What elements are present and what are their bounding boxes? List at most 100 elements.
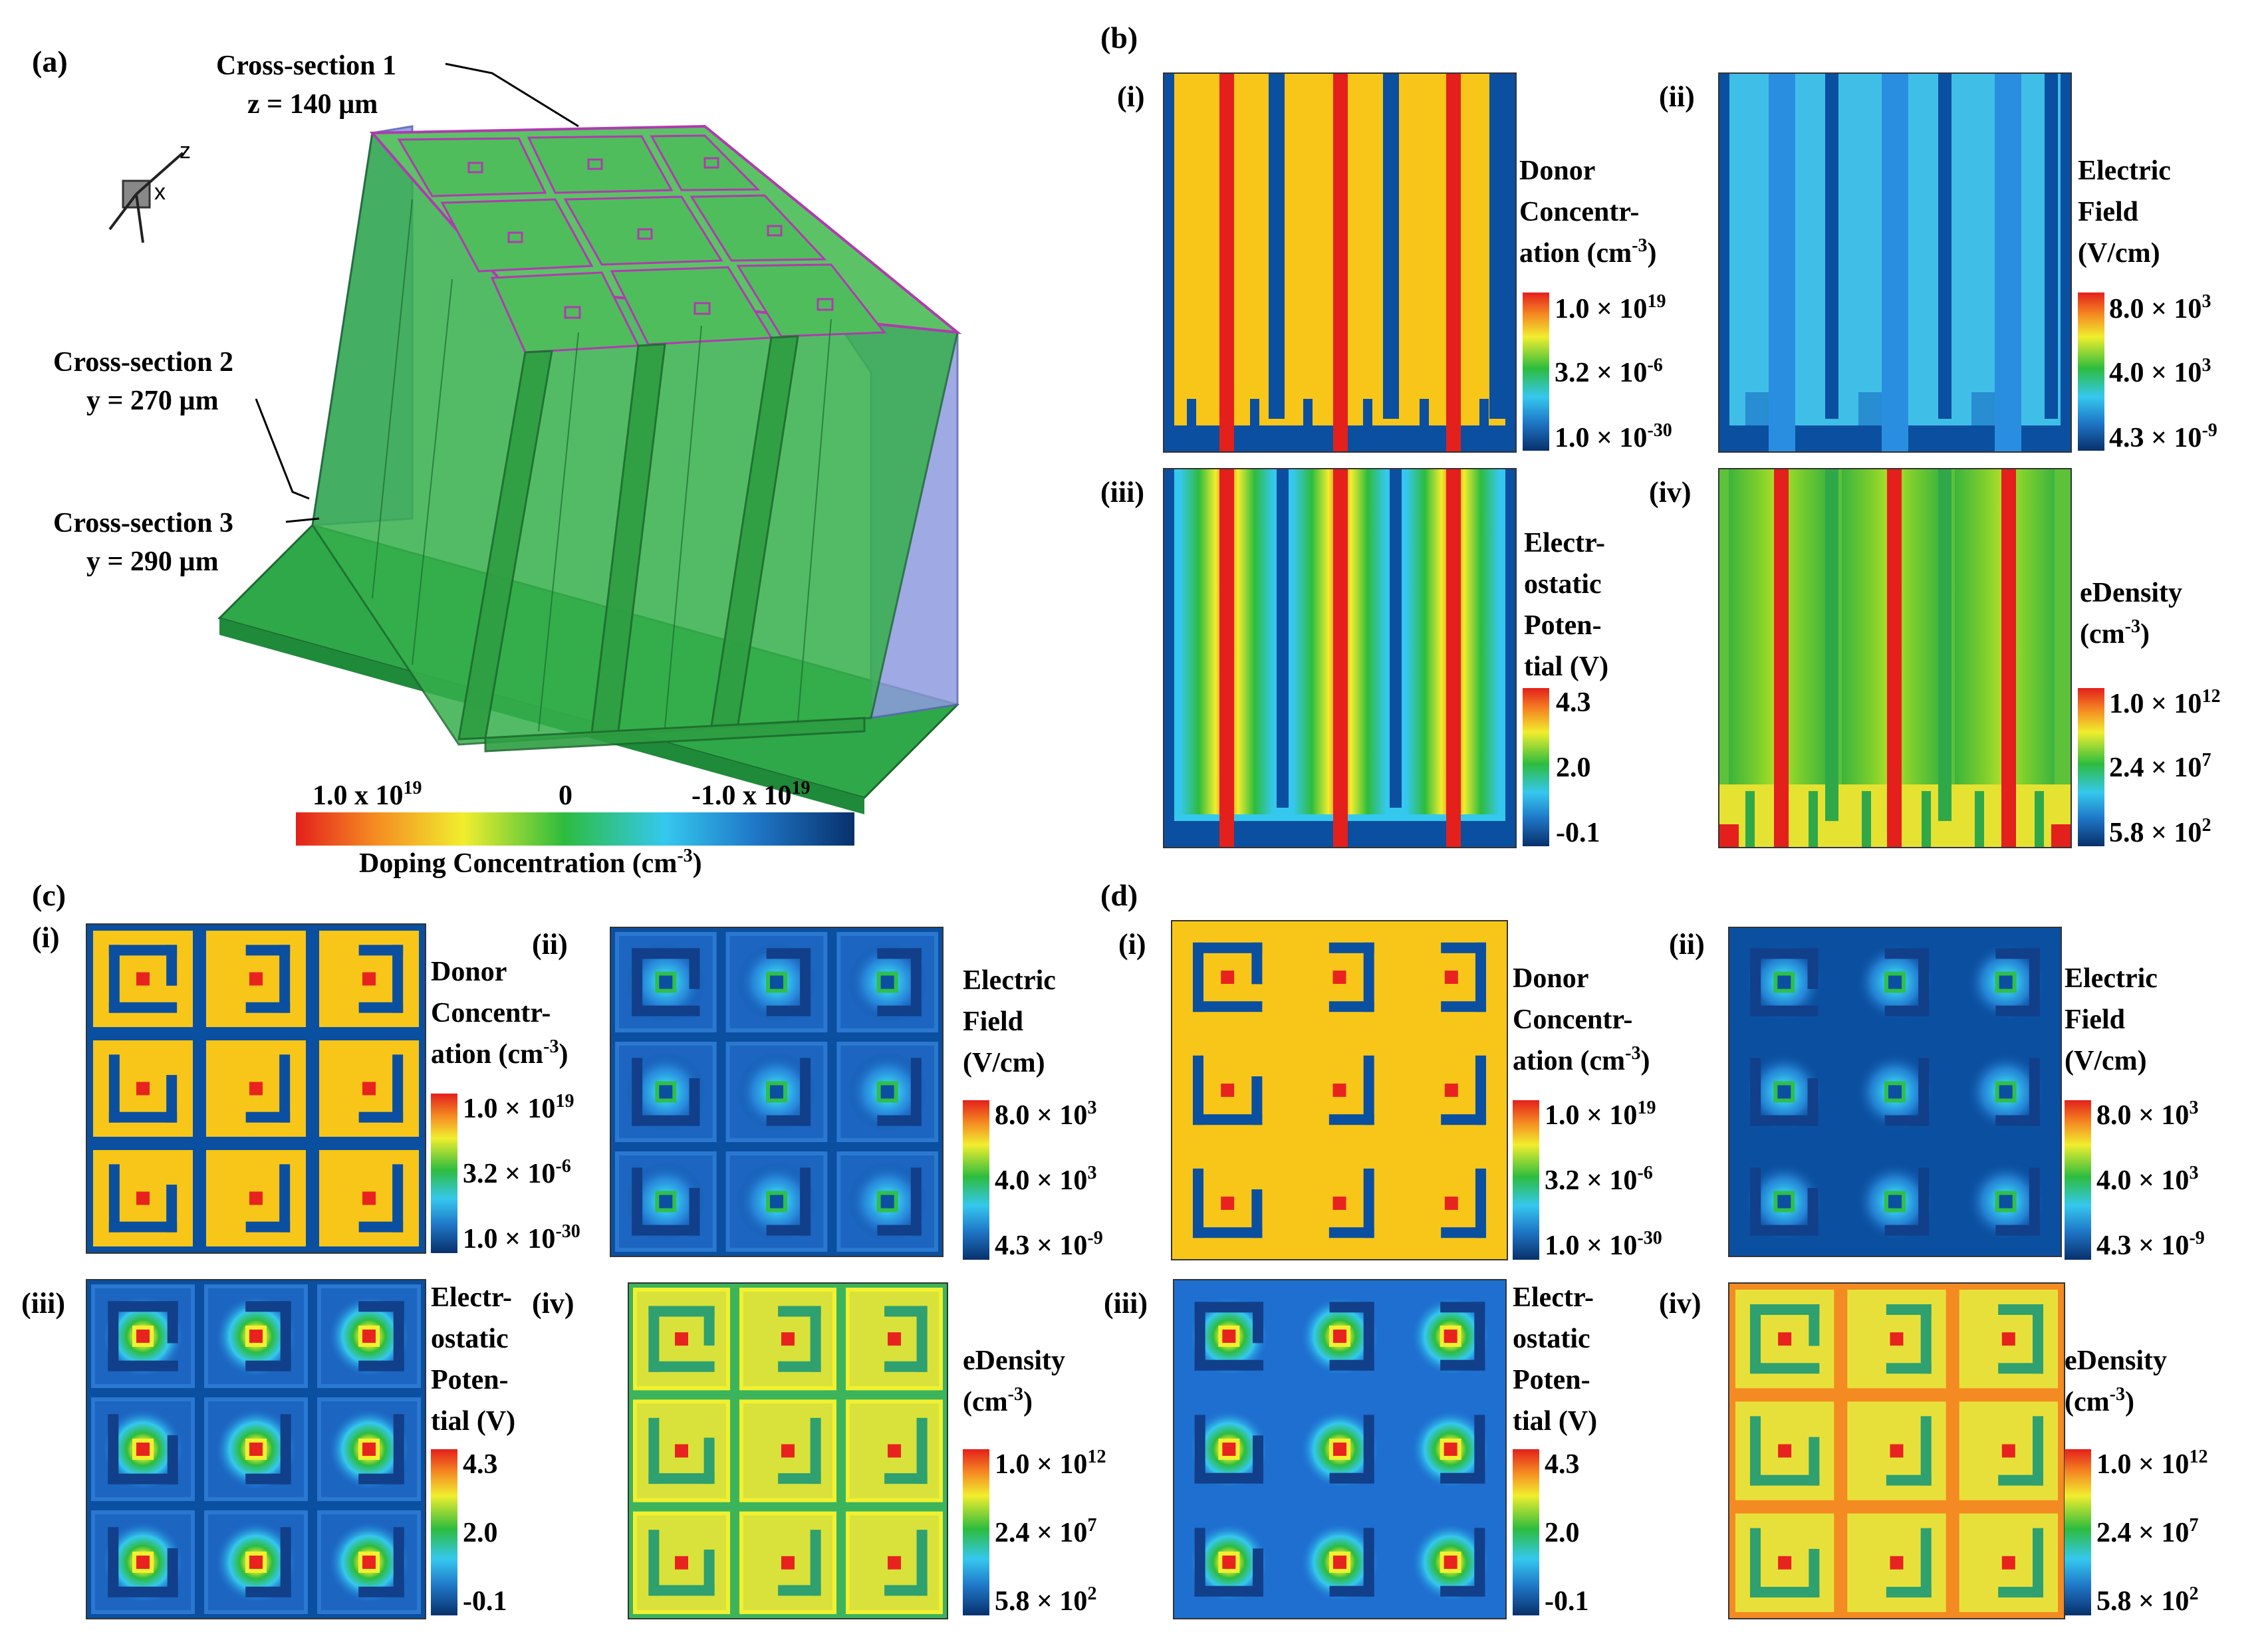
panel-b-label: (b) bbox=[1100, 21, 1138, 55]
legend-tick-mid: 4.0 × 103 bbox=[2096, 1163, 2198, 1196]
legend-title-line: (cm-3) bbox=[2065, 1384, 2134, 1417]
legend-tick-mid: 2.4 × 107 bbox=[2109, 750, 2211, 783]
legend-title-line: Poten- bbox=[1513, 1365, 1590, 1395]
legend-colorbar bbox=[2065, 1100, 2091, 1260]
legend-tick-mid: 2.0 bbox=[1556, 753, 1591, 783]
panel-c-label: (c) bbox=[32, 878, 66, 912]
legend-title-line: eDensity bbox=[2080, 578, 2182, 608]
b-ii-label: (ii) bbox=[1659, 80, 1695, 113]
doping-mid-label: 0 bbox=[559, 780, 572, 811]
cs3-line2: y = 290 µm bbox=[86, 546, 219, 577]
donor-legend: Donor Concentr-ation (cm-3) 1.0 × 1019 3.2 … bbox=[1513, 963, 1662, 1261]
legend-tick-mid: 3.2 × 10-6 bbox=[463, 1156, 571, 1189]
b-iv-label: (iv) bbox=[1649, 476, 1692, 509]
efield-legend: Electric Field (V/cm) 8.0 × 103 4.0 × 103 4.3… bbox=[963, 965, 1103, 1261]
c-i-donor-map bbox=[86, 923, 426, 1254]
panel-d-label: (d) bbox=[1100, 878, 1138, 912]
edensity-legend: eDensity (cm-3) 1.0 × 1012 2.4 × 107 5.8 × 1… bbox=[2065, 1346, 2207, 1617]
legend-tick-bottom: 4.3 × 10-9 bbox=[2096, 1228, 2205, 1261]
b-i-donor-map bbox=[1163, 72, 1517, 453]
legend-tick-mid: 3.2 × 10-6 bbox=[1555, 355, 1663, 388]
legend-tick-mid: 4.0 × 103 bbox=[995, 1163, 1096, 1196]
cs1-line2: z = 140 µm bbox=[247, 89, 378, 120]
legend-tick-top: 8.0 × 103 bbox=[2109, 291, 2211, 324]
legend-tick-top: 8.0 × 103 bbox=[995, 1098, 1096, 1131]
cs2-line1: Cross-section 2 bbox=[53, 347, 233, 378]
potential-legend: Electr-ostatic Poten-tial (V) 4.3 2.0 -0.1 bbox=[1513, 1282, 1597, 1617]
legend-colorbar bbox=[963, 1100, 989, 1260]
b-ii-efield-map bbox=[1718, 72, 2072, 453]
legend-tick-bottom: 1.0 × 10-30 bbox=[1555, 420, 1672, 453]
legend-title-line: tial (V) bbox=[1513, 1406, 1597, 1437]
legend-tick-top: 1.0 × 1019 bbox=[1555, 291, 1666, 324]
legend-title-line: Electr- bbox=[431, 1282, 512, 1313]
c-d-legends: Donor Concentr-ation (cm-3) 1.0 × 1019 3.2 … bbox=[431, 957, 2207, 1617]
legend-tick-bottom: -0.1 bbox=[1556, 818, 1600, 848]
doping-title: Doping Concentration (cm-3) bbox=[359, 846, 702, 879]
legend-title-line: Donor bbox=[431, 957, 507, 987]
legend-tick-bottom: -0.1 bbox=[463, 1586, 507, 1617]
c-iii-label: (iii) bbox=[21, 1287, 65, 1320]
legend-title-line: ation (cm-3) bbox=[1519, 235, 1656, 269]
d-iii-potential-map bbox=[1173, 1279, 1507, 1619]
legend-title-line: (V/cm) bbox=[2078, 238, 2160, 269]
legend-tick-top: 4.3 bbox=[1556, 687, 1591, 718]
axis-x-label: x bbox=[154, 179, 166, 205]
legend-title-line: Electr- bbox=[1513, 1282, 1594, 1313]
d-i-label: (i) bbox=[1118, 928, 1146, 961]
legend-title-line: Field bbox=[2065, 1004, 2125, 1035]
legend-title-line: Poten- bbox=[1524, 610, 1602, 641]
legend-title-line: ation (cm-3) bbox=[1513, 1043, 1650, 1076]
legend-title-line: Concentr- bbox=[1513, 1004, 1632, 1035]
legend-title-line: (V/cm) bbox=[2065, 1046, 2147, 1076]
cs1-line1: Cross-section 1 bbox=[216, 51, 396, 81]
legend-tick-mid: 3.2 × 10-6 bbox=[1545, 1163, 1653, 1196]
d-iv-label: (iv) bbox=[1659, 1287, 1701, 1320]
legend-title-line: (cm-3) bbox=[963, 1384, 1033, 1417]
legend-tick-mid: 2.0 bbox=[1545, 1518, 1580, 1548]
legend-tick-bottom: -0.1 bbox=[1545, 1586, 1589, 1617]
legend-colorbar bbox=[431, 1449, 457, 1615]
axis-z-label: z bbox=[180, 138, 191, 164]
d-iv-edensity-map bbox=[1728, 1282, 2065, 1619]
legend-title-line: Electric bbox=[2065, 963, 2158, 994]
b-iii-potential-map bbox=[1163, 468, 1517, 848]
legend-title-line: (V/cm) bbox=[963, 1048, 1045, 1078]
legend-title-line: tial (V) bbox=[431, 1406, 515, 1437]
b-ii-legend: Electric Field (V/cm) 8.0 × 103 4.0 × 10… bbox=[2078, 156, 2217, 453]
legend-colorbar bbox=[963, 1449, 989, 1615]
panel-a-label: (a) bbox=[32, 45, 68, 78]
legend-tick-top: 1.0 × 1019 bbox=[1545, 1098, 1656, 1131]
legend-tick-bottom: 5.8 × 102 bbox=[995, 1583, 1096, 1617]
c-iv-edensity-map bbox=[628, 1282, 948, 1619]
legend-tick-bottom: 1.0 × 10-30 bbox=[1545, 1228, 1662, 1261]
legend-title-line: Donor bbox=[1519, 156, 1595, 186]
legend-title-line: ostatic bbox=[1513, 1324, 1590, 1354]
legend-tick-bottom: 4.3 × 10-9 bbox=[995, 1228, 1103, 1261]
cube-3d-view: z x Cross-section 1 z = 140 µm Cross-sec… bbox=[53, 51, 962, 879]
b-i-label: (i) bbox=[1117, 80, 1145, 113]
cs3-line1: Cross-section 3 bbox=[53, 508, 233, 538]
legend-title-line: Concentr- bbox=[431, 998, 551, 1028]
doping-colorbar: 1.0 x 1019 0 -1.0 x 1019 Doping Concentr… bbox=[296, 778, 854, 879]
efield-legend: Electric Field (V/cm) 8.0 × 103 4.0 × 103 4.3… bbox=[2065, 963, 2205, 1261]
legend-title-line: Electric bbox=[2078, 156, 2171, 186]
doping-right-label: -1.0 x 1019 bbox=[692, 778, 811, 811]
legend-tick-mid: 2.4 × 107 bbox=[995, 1515, 1096, 1548]
donor-legend: Donor Concentr-ation (cm-3) 1.0 × 1019 3.2 … bbox=[431, 957, 580, 1254]
legend-title-line: eDensity bbox=[2065, 1346, 2167, 1376]
legend-title-line: Field bbox=[2078, 197, 2138, 227]
panel-b: (i) (ii) bbox=[1100, 72, 2220, 848]
c-iii-potential-map bbox=[86, 1279, 426, 1619]
legend-title-line: Electr- bbox=[1524, 528, 1605, 558]
legend-tick-bottom: 5.8 × 102 bbox=[2109, 815, 2211, 848]
legend-title-line: Field bbox=[963, 1006, 1023, 1037]
legend-tick-top: 1.0 × 1012 bbox=[2096, 1447, 2207, 1480]
legend-tick-mid: 4.0 × 103 bbox=[2109, 355, 2211, 388]
b-iii-label: (iii) bbox=[1100, 476, 1144, 509]
legend-title-line: Donor bbox=[1513, 963, 1588, 994]
legend-title-line: (cm-3) bbox=[2080, 616, 2150, 649]
legend-colorbar bbox=[1513, 1100, 1539, 1260]
c-iv-label: (iv) bbox=[532, 1287, 574, 1320]
legend-tick-mid: 2.0 bbox=[463, 1518, 498, 1548]
